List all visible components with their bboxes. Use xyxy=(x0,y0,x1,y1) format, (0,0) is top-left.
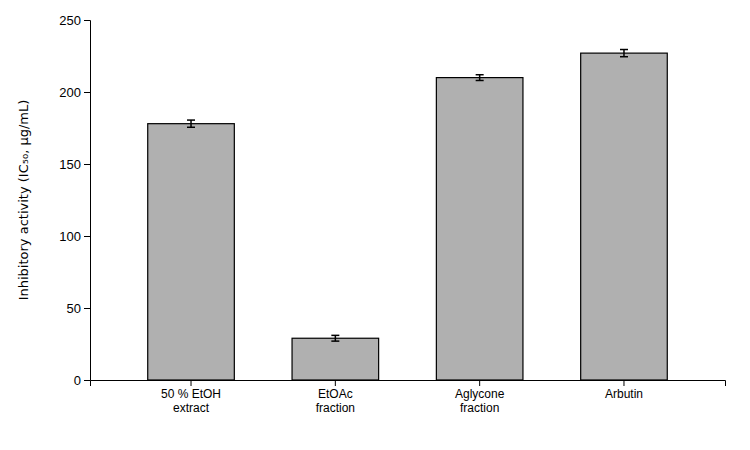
tick-label-line: fraction xyxy=(316,401,355,415)
tick: 200 xyxy=(59,85,90,100)
tick-label-line: fraction xyxy=(460,401,499,415)
tick-label: 250 xyxy=(59,13,81,28)
error-line xyxy=(190,120,192,127)
tick-mark xyxy=(623,380,624,386)
tick-label-line: 50 % EtOH xyxy=(161,387,221,401)
tick-mark xyxy=(84,380,90,381)
tick-label-line: Arbutin xyxy=(605,387,643,401)
error-cap xyxy=(476,74,484,76)
tick-label: 200 xyxy=(59,85,81,100)
tick-label-line: Aglycone xyxy=(455,387,505,401)
error-bar xyxy=(187,120,195,127)
chart-svg: 05010015020025050 % EtOHextractEtOAcfrac… xyxy=(0,0,750,450)
tick: 0 xyxy=(74,373,90,388)
error-cap xyxy=(331,340,339,342)
error-cap xyxy=(476,80,484,82)
tick-mark xyxy=(84,92,90,93)
tick-mark xyxy=(479,380,480,386)
tick-label: 50 % EtOHextract xyxy=(161,387,221,415)
tick-label: 100 xyxy=(59,229,81,244)
tick-mark xyxy=(84,164,90,165)
y-axis-title: Inhibitory activity (IC₅₀, μg/mL) xyxy=(16,100,31,301)
bar xyxy=(292,338,379,380)
error-cap xyxy=(620,56,628,58)
bar xyxy=(581,53,668,380)
tick-label: EtOAcfraction xyxy=(316,387,355,415)
tick: EtOAcfraction xyxy=(316,380,355,415)
tick-mark xyxy=(84,308,90,309)
error-cap xyxy=(620,49,628,51)
tick: 150 xyxy=(59,157,90,172)
bar xyxy=(436,78,523,380)
chart-container: 05010015020025050 % EtOHextractEtOAcfrac… xyxy=(0,0,750,450)
axis-line xyxy=(91,381,726,387)
tick-mark xyxy=(84,236,90,237)
tick: 250 xyxy=(59,13,90,28)
tick: 50 xyxy=(67,301,90,316)
tick: Arbutin xyxy=(605,380,643,401)
tick-label: 150 xyxy=(59,157,81,172)
x-axis: 50 % EtOHextractEtOAcfractionAglyconefra… xyxy=(91,380,726,415)
error-bar xyxy=(476,75,484,81)
tick-label: Arbutin xyxy=(605,387,643,401)
error-cap xyxy=(331,335,339,337)
error-line xyxy=(623,50,625,57)
y-axis: 0 50 100 150 200 250 xyxy=(59,13,90,388)
error-line xyxy=(335,335,337,341)
error-cap xyxy=(187,127,195,129)
error-bar xyxy=(620,50,628,57)
axis-line xyxy=(84,21,91,381)
tick-label: Aglyconefraction xyxy=(455,387,505,415)
tick-mark xyxy=(335,380,336,386)
tick: 100 xyxy=(59,229,90,244)
error-bar xyxy=(331,335,339,341)
tick: Aglyconefraction xyxy=(455,380,505,415)
tick-mark xyxy=(84,20,90,21)
marks xyxy=(148,50,668,380)
tick: 50 % EtOHextract xyxy=(161,380,221,415)
error-line xyxy=(479,75,481,81)
tick-label-line: EtOAc xyxy=(318,387,353,401)
tick-mark xyxy=(191,380,192,386)
bar xyxy=(148,124,235,380)
error-cap xyxy=(187,119,195,121)
plot-area: 05010015020025050 % EtOHextractEtOAcfrac… xyxy=(59,13,725,415)
tick-label: 50 xyxy=(67,301,81,316)
tick-label-line: extract xyxy=(173,401,210,415)
tick-label: 0 xyxy=(74,373,81,388)
